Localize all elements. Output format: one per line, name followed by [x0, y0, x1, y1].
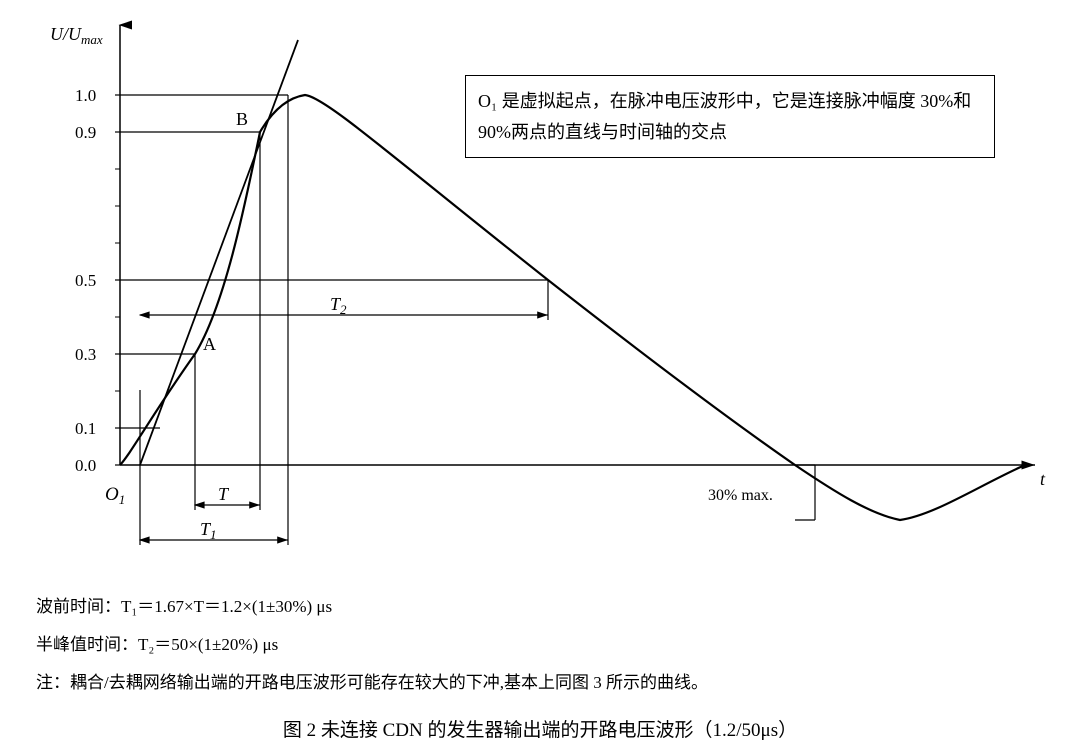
- point-B-label: B: [236, 109, 248, 129]
- undershoot-bracket: 30% max.: [708, 465, 815, 520]
- y-ticks: 0.0 0.1 0.3 0.5 0.9 1.0: [75, 86, 120, 475]
- x-axis-label: t: [1040, 469, 1046, 489]
- ytick-0.0: 0.0: [75, 456, 96, 475]
- bottom-line-1: 波前时间：T₁＝1.67×T＝1.2×(1±30%) μs: [36, 595, 332, 619]
- waveform-curve: [120, 95, 1025, 520]
- T-label: T: [218, 484, 230, 504]
- bottom-line-2: 半峰值时间：T₂＝50×(1±20%) μs: [36, 633, 278, 657]
- undershoot-label: 30% max.: [708, 487, 773, 504]
- bottom-line-3: 注：耦合/去耦网络输出端的开路电压波形可能存在较大的下冲,基本上同图 3 所示的…: [36, 671, 708, 695]
- y-axis-label: U/Umax: [50, 24, 103, 47]
- T1-label: T1: [200, 519, 217, 542]
- annotation-text: O₁ 是虚拟起点，在脉冲电压波形中，它是连接脉冲幅度 30%和 90%两点的直线…: [478, 91, 971, 142]
- figure-caption: 图 2 未连接 CDN 的发生器输出端的开路电压波形（1.2/50μs）: [0, 715, 1080, 742]
- ytick-1.0: 1.0: [75, 86, 96, 105]
- point-A-label: A: [203, 334, 216, 354]
- ytick-0.5: 0.5: [75, 271, 96, 290]
- ytick-0.9: 0.9: [75, 123, 96, 142]
- T2-label: T2: [330, 294, 347, 317]
- ytick-0.3: 0.3: [75, 345, 96, 364]
- annotation-box: O₁ 是虚拟起点，在脉冲电压波形中，它是连接脉冲幅度 30%和 90%两点的直线…: [465, 75, 995, 158]
- origin-label: O1: [105, 484, 125, 507]
- ytick-0.1: 0.1: [75, 419, 96, 438]
- tangent-line: [140, 40, 298, 465]
